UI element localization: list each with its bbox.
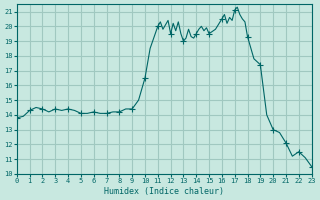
X-axis label: Humidex (Indice chaleur): Humidex (Indice chaleur) bbox=[104, 187, 224, 196]
